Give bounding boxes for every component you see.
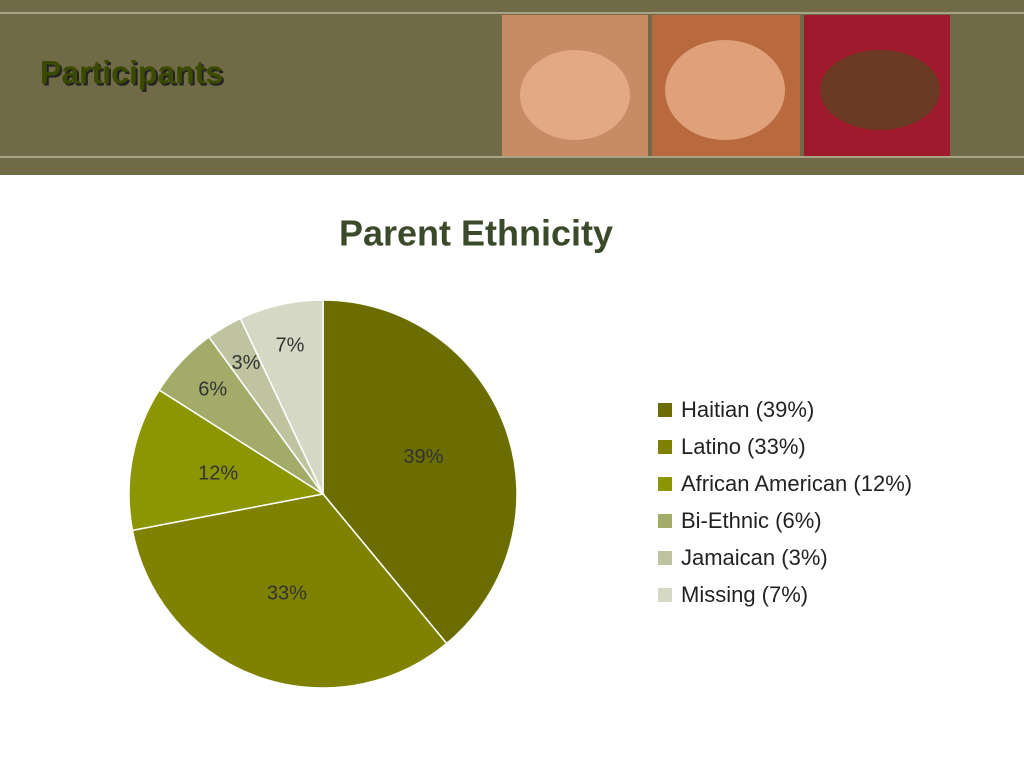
legend-label: Jamaican (3%) <box>681 545 828 570</box>
legend-swatch <box>658 551 672 565</box>
header-title-shadow: Participants <box>42 56 225 92</box>
photo-hand <box>820 50 940 130</box>
pie-slice <box>131 493 448 689</box>
legend-swatch <box>658 403 672 417</box>
legend-label: Bi-Ethnic (6%) <box>681 508 822 533</box>
data-label: 33% <box>267 583 307 605</box>
header-title: Participants <box>40 54 223 90</box>
data-label: 7% <box>276 335 305 357</box>
legend-label: African American (12%) <box>681 471 912 496</box>
legend-label: Haitian (39%) <box>681 397 814 422</box>
legend-label: Latino (33%) <box>681 434 806 459</box>
data-label: 39% <box>403 446 443 468</box>
data-label: 12% <box>198 462 238 484</box>
data-label: 3% <box>232 352 261 374</box>
photo-hand <box>665 40 785 140</box>
photo-hand <box>520 50 630 140</box>
data-label: 6% <box>198 379 227 401</box>
legend-swatch <box>658 440 672 454</box>
pie-slice <box>239 299 324 495</box>
chart-title: Parent Ethnicity <box>339 213 613 254</box>
pie-slice <box>322 299 518 645</box>
legend-swatch <box>658 588 672 602</box>
header-photos <box>502 15 950 156</box>
pie-slice <box>128 389 326 532</box>
legend-swatch <box>658 514 672 528</box>
legend-swatch <box>658 477 672 491</box>
legend-label: Missing (7%) <box>681 582 808 607</box>
